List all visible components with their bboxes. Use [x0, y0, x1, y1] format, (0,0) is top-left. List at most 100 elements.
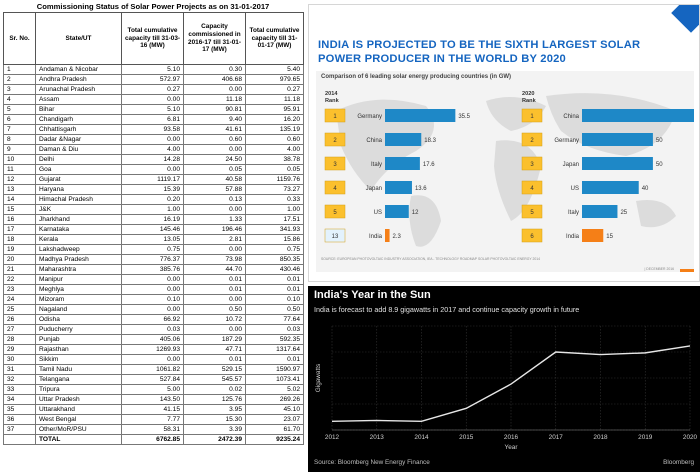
sr-cell: 6 — [3, 114, 36, 125]
commissioned-cell: 0.13 — [183, 194, 246, 205]
x-axis-title: Year — [505, 444, 519, 451]
capacity-2016-cell: 14.28 — [121, 154, 184, 165]
capacity-2016-cell: 58.31 — [121, 424, 184, 435]
total-label: TOTAL — [35, 434, 122, 445]
sr-cell: 36 — [3, 414, 36, 425]
capacity-2017-cell: 17.51 — [245, 214, 304, 225]
table-row: 29 Rajasthan 1269.93 47.71 1317.64 — [3, 344, 304, 355]
sr-cell: 12 — [3, 174, 36, 185]
capacity-2016-cell: 41.15 — [121, 404, 184, 415]
sr-cell: 13 — [3, 184, 36, 195]
capacity-2016-cell: 0.20 — [121, 194, 184, 205]
table-row: 24 Mizoram 0.10 0.00 0.10 — [3, 294, 304, 305]
capacity-2017-cell: 61.70 — [245, 424, 304, 435]
chart-axes: 2012 2013 2014 2015 2016 2017 2018 2019 2020 Year… — [315, 364, 698, 451]
capacity-2017-cell: 0.33 — [245, 194, 304, 205]
table-row: 19 Lakshadweep 0.75 0.00 0.75 — [3, 244, 304, 255]
capacity-2017-cell: 269.26 — [245, 394, 304, 405]
capacity-2017-cell: 1590.97 — [245, 364, 304, 375]
capacity-2016-cell: 0.27 — [121, 84, 184, 95]
sr-cell: 24 — [3, 294, 36, 305]
x-tick-label: 2018 — [593, 434, 608, 441]
capacity-2016-cell: 776.37 — [121, 254, 184, 265]
chart-gridlines — [331, 325, 691, 431]
capacity-2016-cell: 0.00 — [121, 284, 184, 295]
sr-cell: 32 — [3, 374, 36, 385]
commissioned-cell: 0.60 — [183, 134, 246, 145]
rank-box — [521, 180, 543, 195]
sr-cell: 29 — [3, 344, 36, 355]
sr-cell: 18 — [3, 234, 36, 245]
infographic-footer: | DECEMBER 2016 — [644, 267, 674, 271]
rank-box — [324, 180, 346, 195]
table-row: 16 Jharkhand 16.19 1.33 17.51 — [3, 214, 304, 225]
bar-value-label: 18.3 — [424, 138, 436, 144]
commissioned-cell: 0.00 — [183, 204, 246, 215]
rank-box — [521, 204, 543, 219]
capacity-2017-cell: 0.50 — [245, 304, 304, 315]
sr-cell: 3 — [3, 84, 36, 95]
sr-cell: 4 — [3, 94, 36, 105]
capacity-2017-cell: 0.05 — [245, 164, 304, 175]
rank-box — [324, 204, 346, 219]
capacity-2017-cell: 0.03 — [245, 324, 304, 335]
bar-india — [582, 229, 604, 242]
header-sr-no: Sr. No. — [3, 12, 36, 65]
state-cell: Uttarakhand — [35, 404, 122, 415]
year-2020-value: 2020 — [522, 91, 535, 97]
infographic-accent-bar — [680, 269, 694, 272]
table-row: 1 Andaman & Nicobar 5.10 0.30 5.40 — [3, 64, 304, 75]
sr-cell: 31 — [3, 364, 36, 375]
y-axis-title: Gigawatts — [315, 364, 322, 392]
rank-box — [521, 156, 543, 171]
bar-value-label: 15 — [606, 234, 613, 240]
commissioned-cell: 1.33 — [183, 214, 246, 225]
bar-japan — [385, 181, 412, 194]
state-cell: Arunachal Pradesh — [35, 84, 122, 95]
capacity-2017-cell: 73.27 — [245, 184, 304, 195]
capacity-2016-cell: 1061.82 — [121, 364, 184, 375]
capacity-2017-cell: 11.18 — [245, 94, 304, 105]
bar-value-label: 17.6 — [423, 162, 435, 168]
capacity-2016-cell: 0.03 — [121, 324, 184, 335]
commissioned-cell: 15.30 — [183, 414, 246, 425]
sr-cell: 1 — [3, 64, 36, 75]
country-label: Italy — [568, 210, 579, 216]
bar-germany — [582, 133, 653, 146]
state-cell: Gujarat — [35, 174, 122, 185]
commissioned-cell: 0.00 — [183, 244, 246, 255]
rank-box — [521, 228, 543, 243]
capacity-2016-cell: 0.00 — [121, 94, 184, 105]
table-row: 17 Karnataka 145.46 196.46 341.93 — [3, 224, 304, 235]
commissioned-cell: 0.01 — [183, 354, 246, 365]
sr-cell: 34 — [3, 394, 36, 405]
commissioned-cell: 24.50 — [183, 154, 246, 165]
sr-cell: 16 — [3, 214, 36, 225]
sr-cell: 7 — [3, 124, 36, 135]
commissioned-cell: 73.98 — [183, 254, 246, 265]
bar-germany — [385, 109, 456, 122]
commissioned-cell: 0.01 — [183, 284, 246, 295]
sr-cell: 25 — [3, 304, 36, 315]
state-cell: Chandigarh — [35, 114, 122, 125]
capacity-2016-cell: 0.00 — [121, 134, 184, 145]
commissioned-cell: 406.68 — [183, 74, 246, 85]
capacity-2016-cell: 66.92 — [121, 314, 184, 325]
commissioned-cell: 3.95 — [183, 404, 246, 415]
state-cell: Meghlya — [35, 284, 122, 295]
sr-cell: 30 — [3, 354, 36, 365]
table-row: 15 J&K 1.00 0.00 1.00 — [3, 204, 304, 215]
capacity-2016-cell: 405.06 — [121, 334, 184, 345]
capacity-2016-cell: 1269.93 — [121, 344, 184, 355]
capacity-2016-cell: 1119.17 — [121, 174, 184, 185]
capacity-2017-cell: 5.40 — [245, 64, 304, 75]
sr-cell: 9 — [3, 144, 36, 155]
sr-cell: 5 — [3, 104, 36, 115]
bar-us — [582, 181, 639, 194]
table-total-row: TOTAL 6762.85 2472.39 9235.24 — [3, 434, 304, 445]
bar-china — [385, 133, 422, 146]
solar-status-table-panel: Commissioning Status of Solar Power Proj… — [0, 0, 306, 472]
commissioned-cell: 529.15 — [183, 364, 246, 375]
capacity-2016-cell: 6.81 — [121, 114, 184, 125]
state-cell: Punjab — [35, 334, 122, 345]
